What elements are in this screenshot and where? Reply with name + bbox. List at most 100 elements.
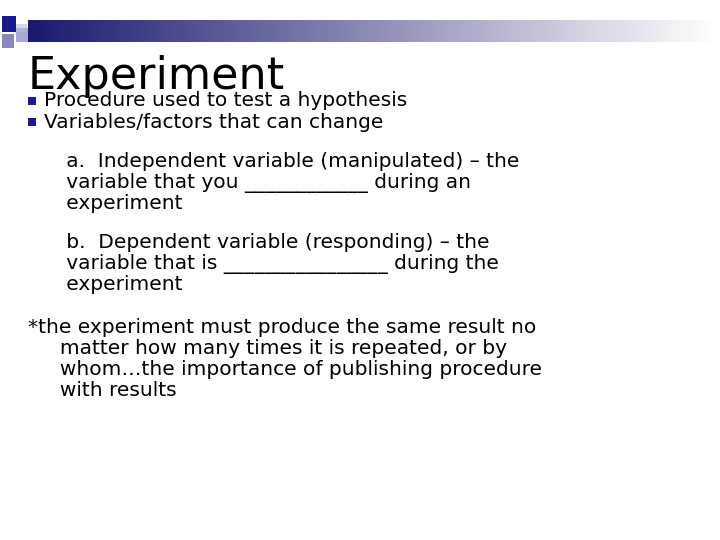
Text: experiment: experiment <box>28 275 182 294</box>
Bar <box>564 20 570 42</box>
Text: with results: with results <box>28 381 176 400</box>
Bar <box>541 20 547 42</box>
Bar <box>478 20 484 42</box>
Bar <box>495 20 501 42</box>
Bar <box>120 20 127 42</box>
Bar <box>126 20 132 42</box>
Bar <box>68 20 75 42</box>
Bar <box>51 20 58 42</box>
Bar <box>97 20 104 42</box>
Bar <box>253 20 259 42</box>
Text: a.  Independent variable (manipulated) – the: a. Independent variable (manipulated) – … <box>28 152 519 171</box>
Text: Procedure used to test a hypothesis: Procedure used to test a hypothesis <box>44 91 408 111</box>
Bar <box>402 20 409 42</box>
Bar <box>241 20 248 42</box>
Bar <box>518 20 524 42</box>
Text: experiment: experiment <box>28 194 182 213</box>
Bar <box>444 20 449 42</box>
Bar <box>299 20 305 42</box>
Bar <box>351 20 357 42</box>
Bar <box>426 20 432 42</box>
Bar <box>379 20 386 42</box>
Bar <box>409 20 415 42</box>
Bar <box>345 20 351 42</box>
Bar <box>109 20 115 42</box>
Bar <box>714 20 720 42</box>
Bar <box>28 97 36 105</box>
Bar <box>420 20 426 42</box>
Bar <box>691 20 698 42</box>
Bar <box>2 16 16 32</box>
Bar <box>293 20 300 42</box>
Bar <box>16 24 27 32</box>
Bar <box>63 20 69 42</box>
Bar <box>230 20 236 42</box>
Bar <box>685 20 692 42</box>
Text: variable that you ____________ during an: variable that you ____________ during an <box>28 173 471 193</box>
Bar <box>40 20 46 42</box>
Bar <box>195 20 202 42</box>
Bar <box>91 20 98 42</box>
Bar <box>553 20 559 42</box>
Bar <box>628 20 634 42</box>
Bar <box>224 20 230 42</box>
Bar <box>490 20 495 42</box>
Bar <box>264 20 271 42</box>
Bar <box>45 20 52 42</box>
Bar <box>588 20 593 42</box>
Bar <box>132 20 138 42</box>
Bar <box>16 28 28 42</box>
Bar <box>328 20 334 42</box>
Bar <box>310 20 317 42</box>
Bar <box>639 20 646 42</box>
Bar <box>282 20 288 42</box>
Bar <box>74 20 81 42</box>
Bar <box>166 20 173 42</box>
Bar <box>559 20 564 42</box>
Bar <box>703 20 709 42</box>
Bar <box>599 20 606 42</box>
Bar <box>708 20 715 42</box>
Bar <box>530 20 536 42</box>
Bar <box>235 20 242 42</box>
Bar <box>305 20 311 42</box>
Bar <box>57 20 63 42</box>
Bar <box>507 20 513 42</box>
Bar <box>605 20 611 42</box>
Bar <box>634 20 640 42</box>
Bar <box>374 20 380 42</box>
Bar <box>201 20 207 42</box>
Text: Variables/factors that can change: Variables/factors that can change <box>44 112 383 132</box>
Bar <box>339 20 346 42</box>
Bar <box>674 20 680 42</box>
Bar <box>362 20 369 42</box>
Bar <box>622 20 629 42</box>
Bar <box>207 20 213 42</box>
Bar <box>149 20 156 42</box>
Bar <box>138 20 144 42</box>
Bar <box>501 20 507 42</box>
Bar <box>391 20 397 42</box>
Bar <box>645 20 652 42</box>
Bar <box>212 20 219 42</box>
Bar <box>287 20 294 42</box>
Bar <box>28 118 36 126</box>
Bar <box>333 20 340 42</box>
Bar <box>385 20 392 42</box>
Bar <box>484 20 490 42</box>
Bar <box>155 20 161 42</box>
Bar <box>570 20 576 42</box>
Bar <box>2 34 14 48</box>
Bar <box>472 20 478 42</box>
Bar <box>524 20 530 42</box>
Bar <box>86 20 92 42</box>
Text: matter how many times it is repeated, or by: matter how many times it is repeated, or… <box>28 339 507 358</box>
Bar <box>513 20 518 42</box>
Bar <box>697 20 703 42</box>
Text: b.  Dependent variable (responding) – the: b. Dependent variable (responding) – the <box>28 233 490 252</box>
Bar <box>316 20 323 42</box>
Bar <box>356 20 363 42</box>
Bar <box>114 20 121 42</box>
Bar <box>467 20 472 42</box>
Bar <box>80 20 86 42</box>
